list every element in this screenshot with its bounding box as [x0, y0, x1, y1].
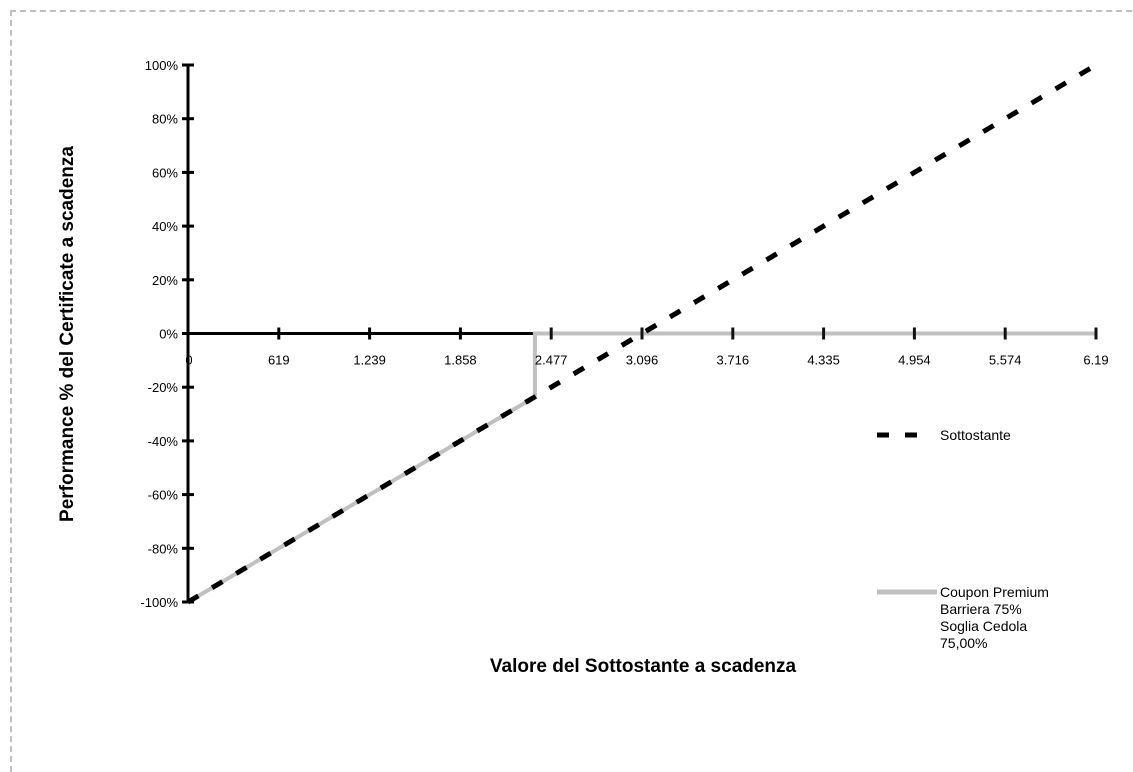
chart-frame [10, 10, 1133, 772]
y-tick-label: 20% [152, 273, 178, 288]
payoff-chart: 100% 80% 60% 40% 20% 0% -20% -40% -60% -80% -100% 0… [57, 58, 1109, 677]
x-axis-title: Valore del Sottostante a scadenza [490, 656, 797, 677]
legend: Sottostante Coupon Premium Barriera 75% … [877, 427, 1053, 651]
x-tick-label: 3.716 [717, 353, 750, 368]
ticks-layer [182, 63, 1098, 604]
y-tick-label: 80% [152, 112, 178, 127]
x-tick-label: 619 [268, 353, 290, 368]
legend-item-sottostante: Sottostante [877, 427, 1011, 443]
legend-label-line-2: Barriera 75% [940, 601, 1022, 617]
legend-item-coupon-premium: Coupon Premium Barriera 75% Soglia Cedol… [877, 584, 1053, 651]
y-tick-label: 100% [145, 58, 179, 73]
x-tick-label: 4.954 [898, 353, 931, 368]
x-tick-label: 1.858 [444, 353, 477, 368]
legend-label-line-4: 75,00% [940, 635, 987, 651]
y-tick-label: 40% [152, 219, 178, 234]
y-tick-label: -100% [140, 595, 178, 610]
x-tick-label: 1.239 [353, 353, 386, 368]
legend-label-coupon-premium: Coupon Premium Barriera 75% Soglia Cedol… [940, 584, 1053, 651]
legend-label-line-1: Coupon Premium [940, 584, 1049, 600]
series-layer [186, 62, 1098, 605]
x-tick-label: 6.19 [1083, 353, 1108, 368]
y-tick-label: -20% [148, 380, 179, 395]
legend-label-sottostante: Sottostante [940, 427, 1011, 443]
series-line-sottostante [186, 62, 1098, 605]
y-tick-label: 60% [152, 165, 178, 180]
tick-labels-layer: 100% 80% 60% 40% 20% 0% -20% -40% -60% -80% -100% 0… [140, 58, 1108, 610]
legend-label-line-3: Soglia Cedola [940, 618, 1027, 634]
y-tick-label: -40% [148, 434, 179, 449]
y-tick-label: -60% [148, 488, 179, 503]
x-tick-label: 3.096 [626, 353, 659, 368]
y-axis-title: Performance % del Certificate a scadenza [57, 146, 78, 522]
y-tick-label: 0% [159, 327, 178, 342]
y-tick-label: -80% [148, 541, 179, 556]
x-tick-label: 5.574 [989, 353, 1022, 368]
x-tick-label: 2.477 [535, 353, 568, 368]
x-tick-label: 4.335 [807, 353, 840, 368]
series-line-coupon-premium [186, 331, 1096, 604]
x-tick-label: 0 [185, 353, 192, 368]
